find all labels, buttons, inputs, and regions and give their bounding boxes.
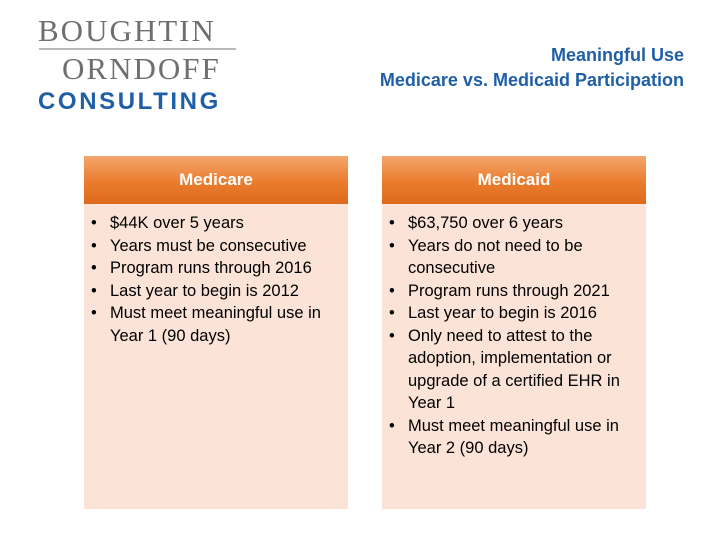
list-item: $63,750 over 6 years xyxy=(386,212,640,235)
list-item: $44K over 5 years xyxy=(88,212,342,235)
list-item: Program runs through 2016 xyxy=(88,257,342,280)
medicaid-column: Medicaid $63,750 over 6 years Years do n… xyxy=(382,156,646,509)
slide-title: Meaningful Use Medicare vs. Medicaid Par… xyxy=(380,43,684,93)
medicaid-header: Medicaid xyxy=(382,156,646,204)
title-line-2: Medicare vs. Medicaid Participation xyxy=(379,70,684,90)
list-item: Last year to begin is 2016 xyxy=(386,302,640,325)
title-line-1: Meaningful Use xyxy=(550,45,684,65)
list-item: Only need to attest to the adoption, imp… xyxy=(386,325,640,415)
medicare-bullet-list: $44K over 5 years Years must be consecut… xyxy=(84,204,348,347)
list-item: Must meet meaningful use in Year 2 (90 d… xyxy=(386,415,640,460)
medicare-header: Medicare xyxy=(84,156,348,204)
company-logo: BOUGHTIN ORNDOFF CONSULTING xyxy=(36,12,246,116)
logo-line-1: BOUGHTIN xyxy=(38,13,216,48)
medicare-column: Medicare $44K over 5 years Years must be… xyxy=(84,156,348,509)
list-item: Years do not need to be consecutive xyxy=(386,235,640,280)
logo-line-3: CONSULTING xyxy=(38,88,221,115)
logo-divider xyxy=(39,48,236,50)
list-item: Must meet meaningful use in Year 1 (90 d… xyxy=(88,302,342,347)
list-item: Program runs through 2021 xyxy=(386,280,640,303)
list-item: Last year to begin is 2012 xyxy=(88,280,342,303)
logo-line-2: ORNDOFF xyxy=(62,51,221,86)
medicaid-bullet-list: $63,750 over 6 years Years do not need t… xyxy=(382,204,646,460)
list-item: Years must be consecutive xyxy=(88,235,342,258)
